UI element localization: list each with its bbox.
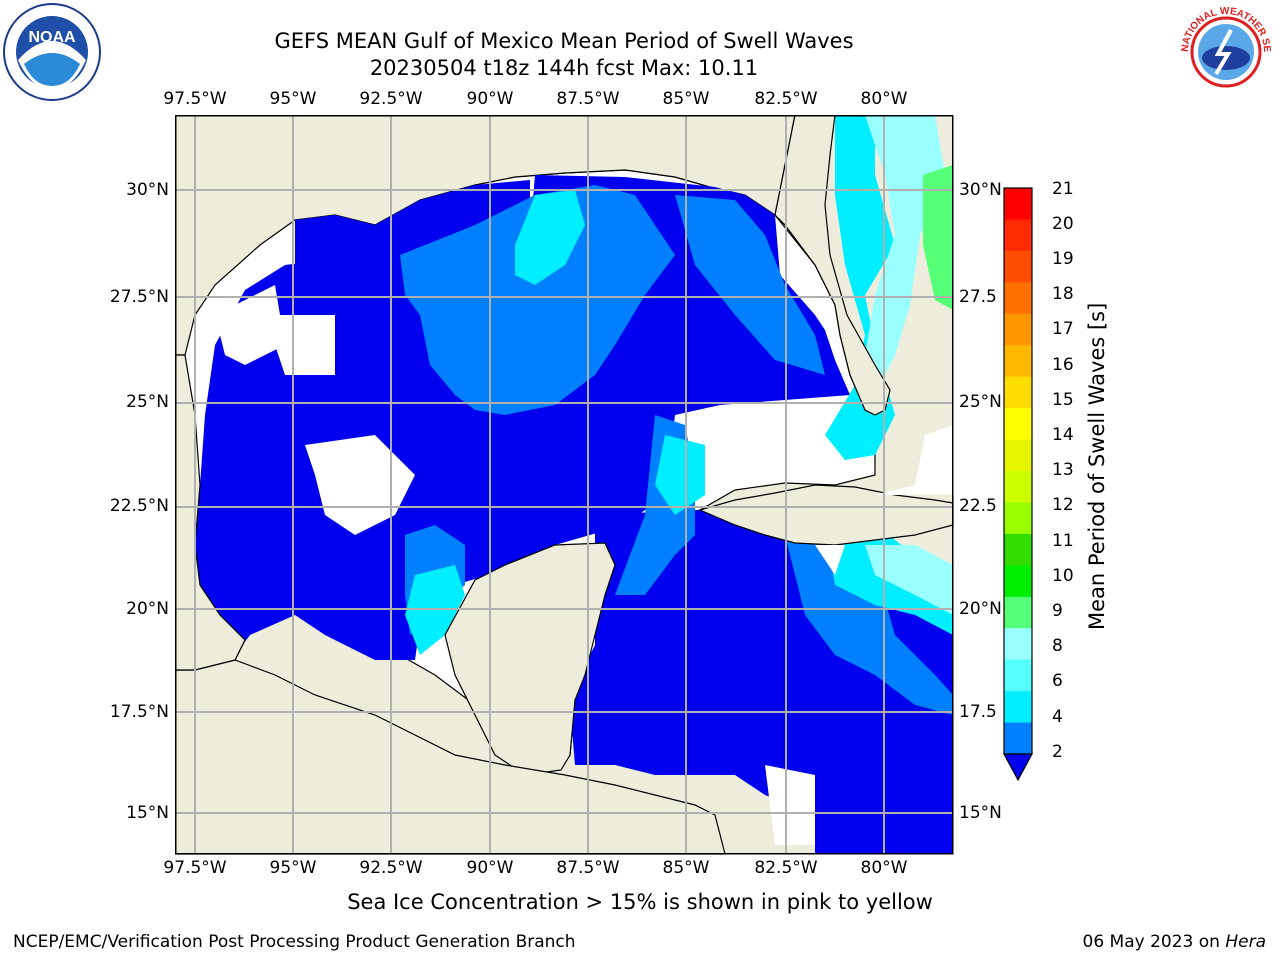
- below-2-patches: [215, 285, 953, 845]
- sw-mexico-land: [175, 354, 246, 671]
- colorbar-cell: [1004, 188, 1032, 220]
- noaa-logo: NOAA: [3, 3, 101, 101]
- lat-label: 15°N: [959, 803, 1002, 823]
- colorbar-tick: 17: [1052, 319, 1074, 339]
- colorbar: [1002, 187, 1034, 782]
- colorbar-tick: 11: [1052, 531, 1074, 551]
- colorbar-tick: 4: [1052, 707, 1063, 727]
- colorbar-cell: [1004, 471, 1032, 503]
- lon-label: 92.5°W: [359, 89, 423, 109]
- lat-label: 20°N: [126, 599, 169, 619]
- lon-label: 85°W: [662, 89, 710, 109]
- lon-label: 80°W: [860, 858, 908, 878]
- svg-text:NOAA: NOAA: [28, 29, 76, 46]
- lat-label: 17.5°N: [109, 702, 169, 722]
- colorbar-tick: 12: [1052, 495, 1074, 515]
- lon-label: 80°W: [860, 89, 908, 109]
- lon-label: 87.5°W: [556, 89, 620, 109]
- colorbar-tick: 6: [1052, 671, 1063, 691]
- colorbar-tick: 19: [1052, 249, 1074, 269]
- footer-right: 06 May 2023 on Hera: [1083, 932, 1267, 952]
- lat-label: 22.5°N: [109, 496, 169, 516]
- sea-ice-note: Sea Ice Concentration > 15% is shown in …: [347, 890, 933, 914]
- colorbar-cell: [1004, 345, 1032, 378]
- lat-label: 30°N: [126, 180, 169, 200]
- lon-label: 95°W: [269, 858, 317, 878]
- colorbar-tick: 2: [1052, 742, 1063, 762]
- map-panel: [175, 115, 954, 855]
- map-frame: [175, 115, 954, 855]
- colorbar-cell: [1004, 282, 1032, 315]
- lat-label: 25°N: [959, 392, 1002, 412]
- colorbar-tick: 10: [1052, 566, 1074, 586]
- colorbar-cell: [1004, 659, 1032, 692]
- footer-host: Hera: [1225, 932, 1266, 952]
- lon-label: 90°W: [466, 89, 514, 109]
- colorbar-cell: [1004, 313, 1032, 346]
- colorbar-tick: 20: [1052, 214, 1074, 234]
- colorbar-frame: [1003, 187, 1033, 755]
- colorbar-extend-triangle: [1002, 753, 1034, 782]
- colorbar-cell: [1004, 219, 1032, 252]
- colorbar-tick: 16: [1052, 355, 1074, 375]
- colorbar-tick: 8: [1052, 636, 1063, 656]
- colorbar-cell: [1004, 596, 1032, 629]
- lon-label: 87.5°W: [556, 858, 620, 878]
- lat-label: 22.5: [959, 496, 997, 516]
- colorbar-tick: 21: [1052, 179, 1074, 199]
- footer-left: NCEP/EMC/Verification Post Processing Pr…: [13, 932, 576, 952]
- colorbar-cell: [1004, 502, 1032, 535]
- lon-label: 82.5°W: [754, 858, 818, 878]
- colorbar-tick: 18: [1052, 284, 1074, 304]
- lat-label: 15°N: [126, 803, 169, 823]
- colorbar-cell: [1004, 439, 1032, 472]
- chart-subtitle: 20230504 t18z 144h fcst Max: 10.11: [369, 56, 759, 80]
- lon-label: 85°W: [662, 858, 710, 878]
- colorbar-cell: [1004, 691, 1032, 724]
- colorbar-tick: 15: [1052, 390, 1074, 410]
- lat-label: 30°N: [959, 180, 1002, 200]
- graticule: [175, 115, 953, 854]
- colorbar-cell: [1004, 376, 1032, 409]
- lat-label: 25°N: [126, 392, 169, 412]
- footer-date: 06 May 2023 on: [1082, 932, 1226, 952]
- lat-label: 27.5: [959, 287, 997, 307]
- colorbar-cell: [1004, 565, 1032, 598]
- lat-label: 17.5: [959, 702, 997, 722]
- lon-label: 82.5°W: [754, 89, 818, 109]
- colorbar-cell: [1004, 533, 1032, 566]
- colorbar-cell: [1004, 722, 1032, 755]
- colorbar-tick: 13: [1052, 460, 1074, 480]
- lon-label: 97.5°W: [163, 858, 227, 878]
- lat-label: 20°N: [959, 599, 1002, 619]
- lon-label: 92.5°W: [359, 858, 423, 878]
- colorbar-tick: 14: [1052, 425, 1074, 445]
- chart-title: GEFS MEAN Gulf of Mexico Mean Period of …: [274, 29, 854, 53]
- lat-label: 27.5°N: [109, 287, 169, 307]
- colorbar-cell: [1004, 250, 1032, 283]
- colorbar-cell: [1004, 408, 1032, 441]
- colorbar-cell: [1004, 628, 1032, 661]
- nws-logo: NATIONAL WEATHER SERVICE: [1176, 2, 1274, 100]
- lon-label: 97.5°W: [163, 89, 227, 109]
- lon-label: 95°W: [269, 89, 317, 109]
- colorbar-label: Mean Period of Swell Waves [s]: [1085, 302, 1109, 630]
- contour-6-8: [405, 115, 953, 655]
- colorbar-tick: 9: [1052, 601, 1063, 621]
- colorbar-cells: [1004, 188, 1032, 755]
- lon-label: 90°W: [466, 858, 514, 878]
